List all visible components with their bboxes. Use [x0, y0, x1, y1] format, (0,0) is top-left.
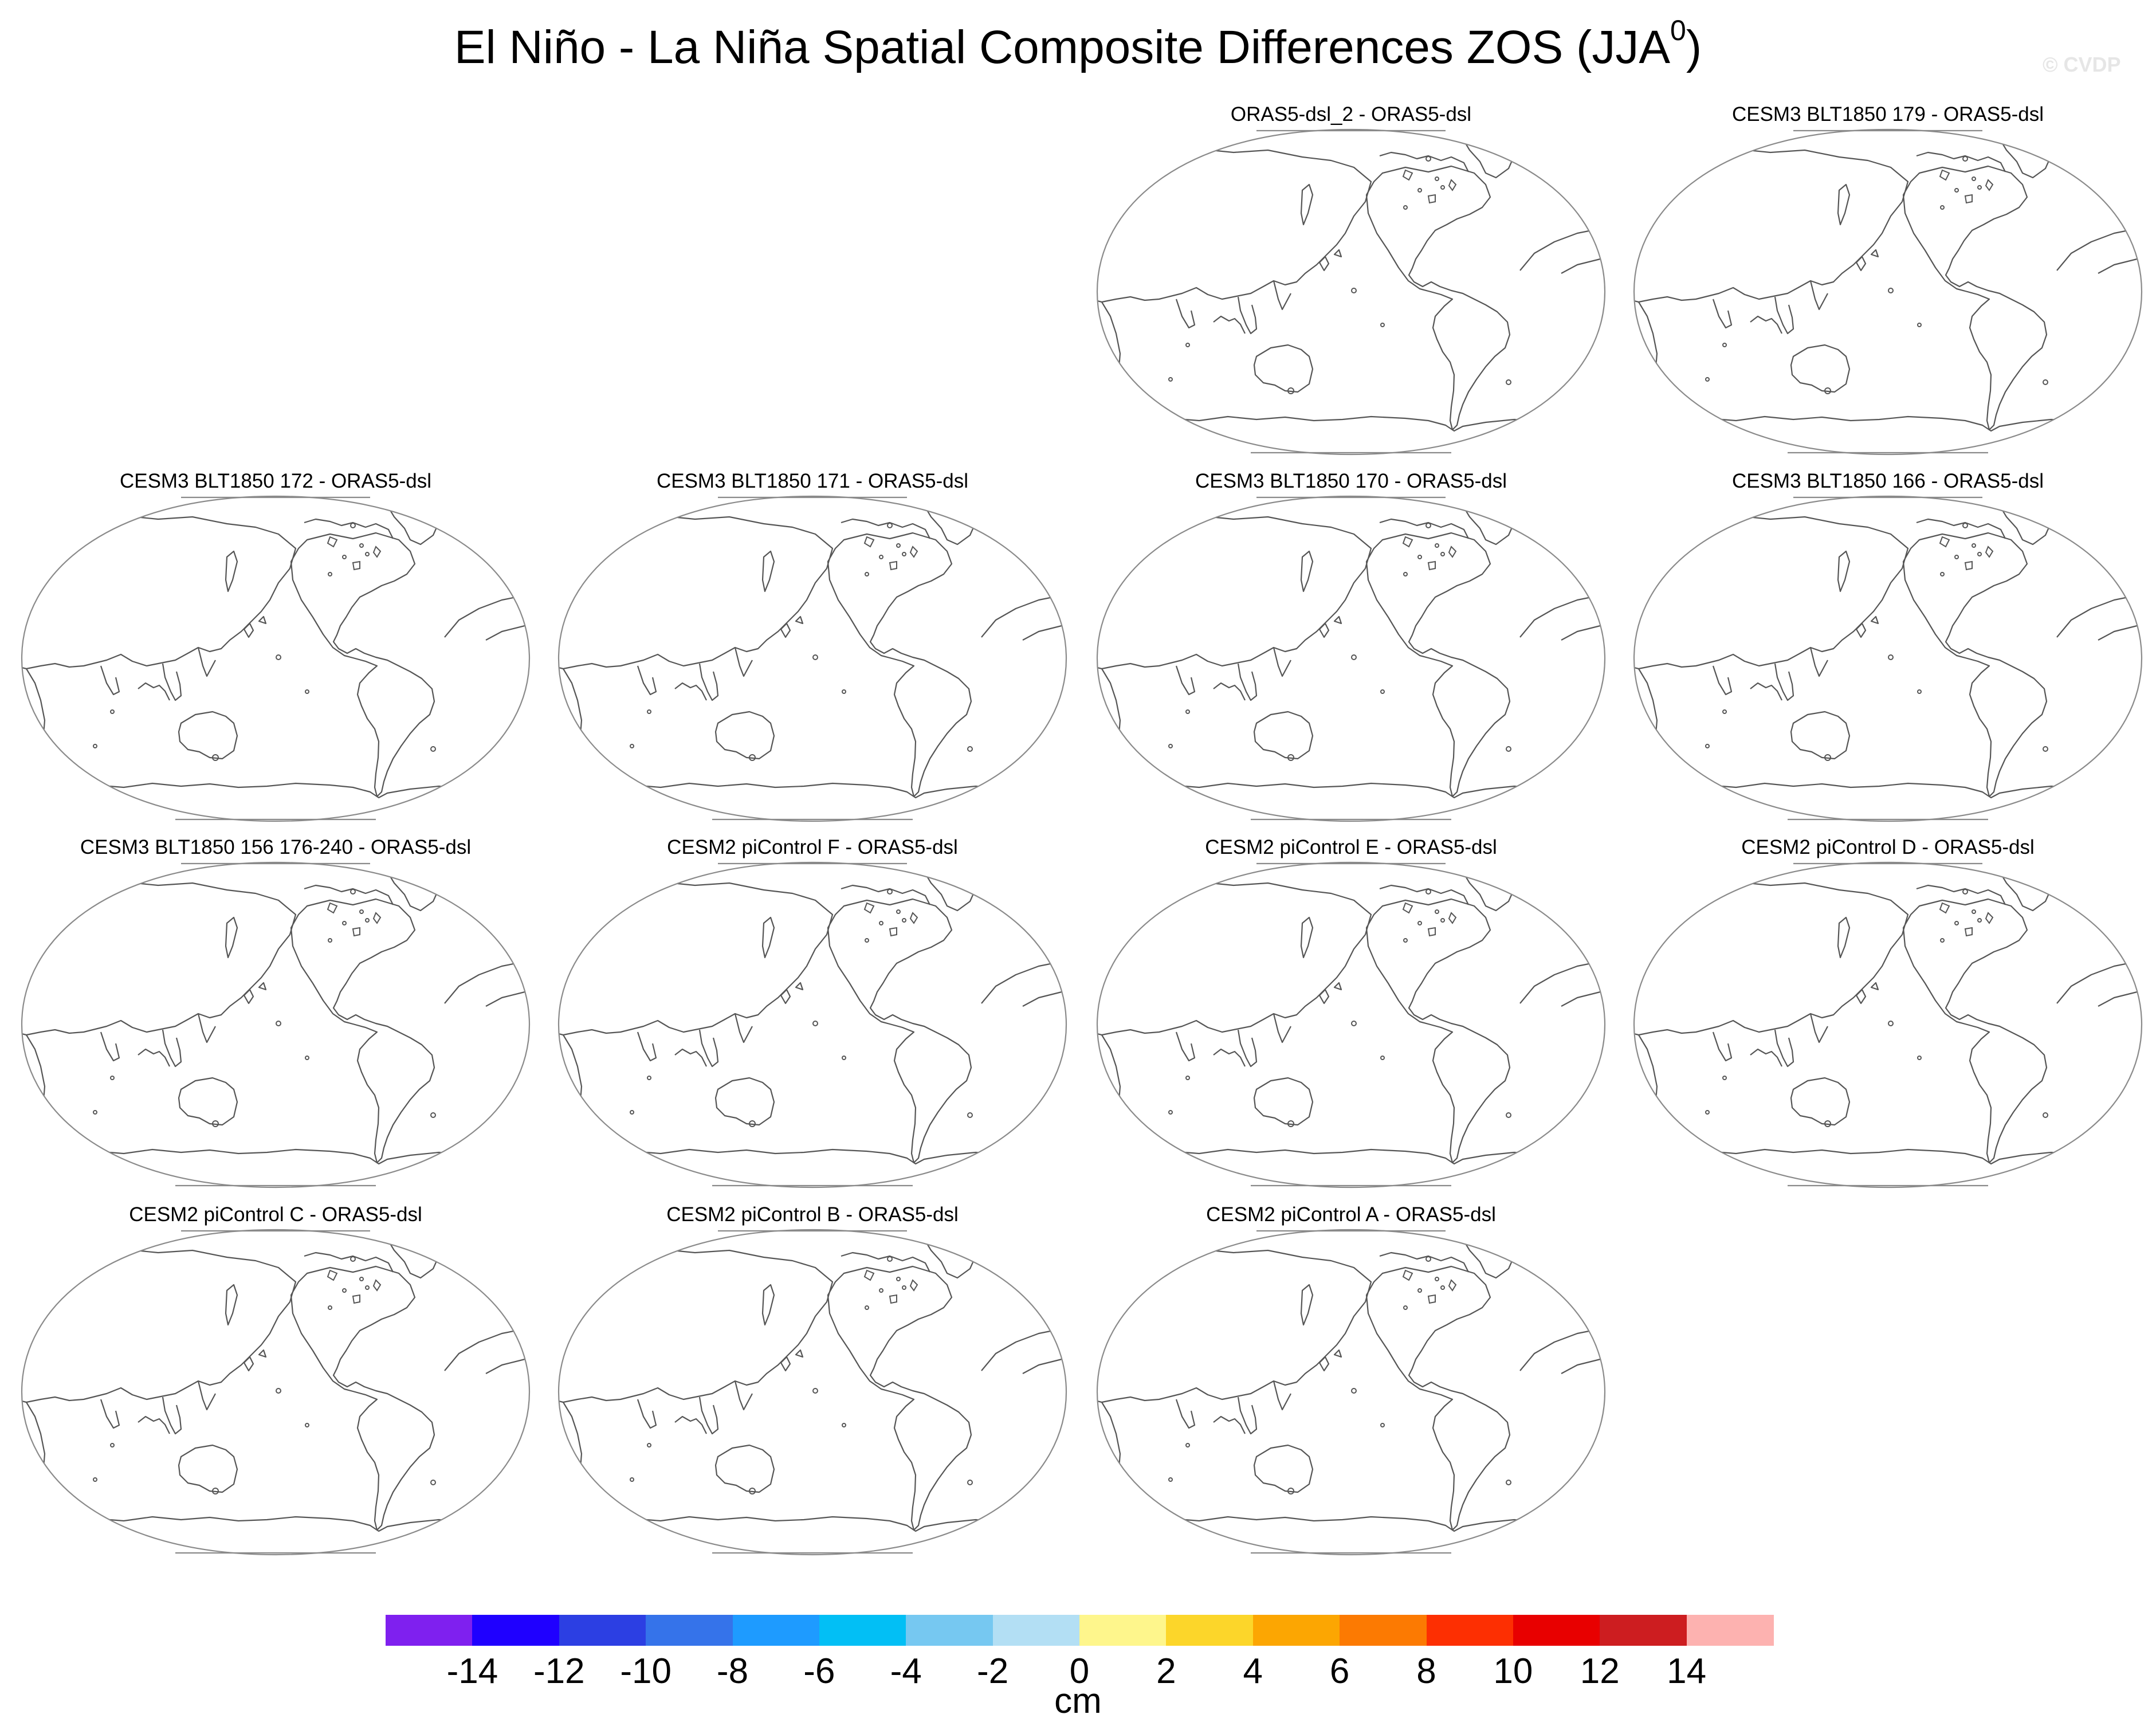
colorbar-box	[1079, 1615, 1167, 1646]
panel-title: CESM3 BLT1850 172 - ORAS5-dsl	[119, 470, 432, 492]
figure-title-superscript: 0	[1670, 14, 1686, 46]
map-panel: CESM2 piControl E - ORAS5-dsl	[1085, 835, 1617, 1190]
world-map	[1085, 494, 1617, 823]
colorbar-box	[1686, 1615, 1774, 1646]
colorbar-tick-label: 14	[1667, 1651, 1707, 1691]
panel-title: CESM3 BLT1850 156 176-240 - ORAS5-dsl	[80, 836, 472, 858]
world-map	[1085, 860, 1617, 1190]
colorbar-box	[1340, 1615, 1427, 1646]
colorbar-units: cm	[1054, 1681, 1102, 1721]
colorbar-tick-label: 6	[1329, 1651, 1350, 1691]
figure-title: El Niño - La Niña Spatial Composite Diff…	[0, 16, 2156, 79]
colorbar-box	[906, 1615, 993, 1646]
panel-title: CESM2 piControl E - ORAS5-dsl	[1205, 836, 1497, 858]
world-map	[546, 860, 1079, 1190]
colorbar	[386, 1615, 1774, 1646]
colorbar-box	[1426, 1615, 1514, 1646]
figure-title-close: )	[1686, 21, 1702, 73]
colorbar-tick-label: 2	[1156, 1651, 1176, 1691]
map-panel: ORAS5-dsl_2 - ORAS5-dsl	[1085, 102, 1617, 457]
world-map	[1621, 860, 2154, 1190]
colorbar-tick-label: 4	[1243, 1651, 1263, 1691]
watermark: © CVDP	[2043, 53, 2121, 76]
colorbar-tick-label: -10	[620, 1651, 671, 1691]
colorbar-tick-label: -14	[446, 1651, 498, 1691]
colorbar-tick-label: -12	[533, 1651, 585, 1691]
world-map	[546, 494, 1079, 823]
panel-title: CESM2 piControl A - ORAS5-dsl	[1206, 1203, 1496, 1226]
panel-title: CESM2 piControl D - ORAS5-dsl	[1741, 836, 2035, 858]
panel-title: CESM3 BLT1850 170 - ORAS5-dsl	[1195, 470, 1507, 492]
map-panel: CESM3 BLT1850 172 - ORAS5-dsl	[9, 469, 542, 824]
map-panel: CESM3 BLT1850 171 - ORAS5-dsl	[546, 469, 1079, 824]
map-panel: CESM2 piControl A - ORAS5-dsl	[1085, 1202, 1617, 1558]
colorbar-box	[1513, 1615, 1600, 1646]
map-panel: CESM3 BLT1850 166 - ORAS5-dsl	[1621, 469, 2154, 824]
colorbar-box	[559, 1615, 646, 1646]
map-panel: CESM3 BLT1850 179 - ORAS5-dsl	[1621, 102, 2154, 457]
world-map	[1085, 1227, 1617, 1557]
panel-title: CESM2 piControl F - ORAS5-dsl	[667, 836, 958, 858]
world-map	[1621, 494, 2154, 823]
colorbar-tick-label: 10	[1493, 1651, 1533, 1691]
panel-title: CESM3 BLT1850 166 - ORAS5-dsl	[1731, 470, 2044, 492]
world-map	[9, 494, 542, 823]
colorbar-box	[646, 1615, 733, 1646]
colorbar-tick-label: 8	[1416, 1651, 1436, 1691]
colorbar-box	[819, 1615, 906, 1646]
colorbar-tick-label: -6	[803, 1651, 835, 1691]
colorbar-box	[472, 1615, 560, 1646]
colorbar-box	[1600, 1615, 1687, 1646]
colorbar-box	[386, 1615, 473, 1646]
world-map	[1085, 127, 1617, 457]
colorbar-box	[992, 1615, 1080, 1646]
colorbar-tick-label: -4	[890, 1651, 922, 1691]
panel-title: CESM2 piControl C - ORAS5-dsl	[129, 1203, 422, 1226]
panel-title: ORAS5-dsl_2 - ORAS5-dsl	[1230, 103, 1472, 125]
panel-title: CESM2 piControl B - ORAS5-dsl	[666, 1203, 959, 1226]
colorbar-box	[1166, 1615, 1254, 1646]
map-panel: CESM2 piControl C - ORAS5-dsl	[9, 1202, 542, 1558]
colorbar-box	[1252, 1615, 1340, 1646]
colorbar-tick-label: 0	[1069, 1651, 1090, 1691]
colorbar-tick-label: -2	[977, 1651, 1009, 1691]
map-panel: CESM2 piControl D - ORAS5-dsl	[1621, 835, 2154, 1190]
world-map	[9, 1227, 542, 1557]
colorbar-tick-label: -8	[716, 1651, 749, 1691]
map-panel: CESM2 piControl B - ORAS5-dsl	[546, 1202, 1079, 1558]
colorbar-tick-label: 12	[1580, 1651, 1620, 1691]
panel-title: CESM3 BLT1850 179 - ORAS5-dsl	[1731, 103, 2044, 125]
world-map	[9, 860, 542, 1190]
figure-title-text: El Niño - La Niña Spatial Composite Diff…	[454, 21, 1671, 73]
world-map	[546, 1227, 1079, 1557]
world-map	[1621, 127, 2154, 457]
map-panel: CESM2 piControl F - ORAS5-dsl	[546, 835, 1079, 1190]
map-panel: CESM3 BLT1850 170 - ORAS5-dsl	[1085, 469, 1617, 824]
map-panel: CESM3 BLT1850 156 176-240 - ORAS5-dsl	[9, 835, 542, 1190]
panel-title: CESM3 BLT1850 171 - ORAS5-dsl	[656, 470, 969, 492]
colorbar-box	[732, 1615, 820, 1646]
